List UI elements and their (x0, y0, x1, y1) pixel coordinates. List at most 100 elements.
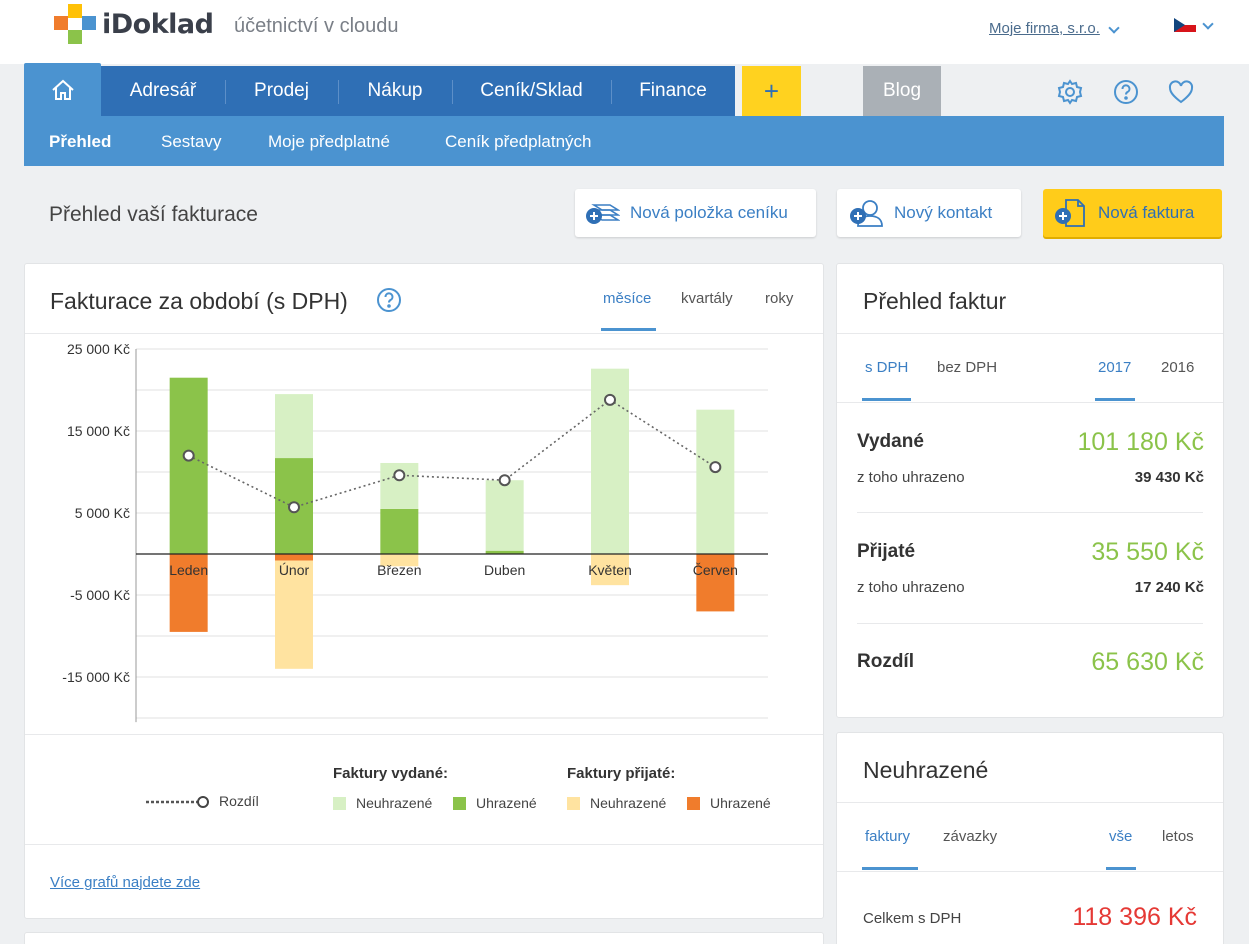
app-name: iDoklad (102, 8, 214, 40)
bar-issued-unpaid (485, 480, 524, 551)
received-value: 35 550 Kč (1091, 538, 1204, 566)
legend-received-unpaid: Neuhrazené (567, 795, 666, 811)
unpaid-total-value: 118 396 Kč (1072, 903, 1197, 931)
bar-received-unpaid (380, 554, 419, 567)
new-invoice-button[interactable]: Nová faktura (1043, 189, 1222, 237)
feedback-heart-icon[interactable] (1167, 78, 1195, 106)
tab-s-dph[interactable]: s DPH (865, 359, 909, 376)
top-bar: iDoklad účetnictví v cloudu Moje firma, … (0, 0, 1249, 64)
y-tick-label: 25 000 Kč (67, 341, 130, 357)
line-point (604, 393, 616, 406)
difference-label: Rozdíl (857, 651, 914, 672)
difference-value: 65 630 Kč (1091, 648, 1204, 676)
next-card (24, 932, 824, 944)
y-tick-label: 15 000 Kč (67, 423, 130, 439)
app-logo[interactable]: iDoklad (54, 4, 214, 44)
x-category-label: Únor (279, 562, 310, 578)
bar-received-paid (275, 554, 313, 561)
line-point (182, 449, 195, 462)
chart-card: Fakturace za období (s DPH) měsíce kvart… (24, 263, 824, 919)
nav-home[interactable] (24, 63, 101, 116)
tab-faktury[interactable]: faktury (865, 828, 911, 845)
legend-line-swatch (146, 796, 209, 808)
new-price-item-label: Nová položka ceníku (630, 203, 788, 222)
tab-bez-dph[interactable]: bez DPH (937, 359, 998, 376)
nav-item-cenik-sklad[interactable]: Ceník/Sklad (452, 66, 611, 116)
divider (837, 333, 1223, 334)
x-category-label: Červen (693, 562, 738, 578)
nav-item-nakup[interactable]: Nákup (338, 66, 452, 116)
tab-vse-underline (1106, 867, 1136, 870)
nav-item-finance[interactable]: Finance (611, 66, 735, 116)
divider (857, 623, 1203, 624)
x-category-label: Březen (377, 562, 421, 578)
divider (25, 333, 823, 334)
bar-issued-paid (485, 550, 524, 554)
quick-add-button[interactable]: + (742, 66, 801, 116)
home-icon (51, 79, 74, 100)
received-paid-value: 17 240 Kč (1134, 579, 1204, 596)
x-category-label: Květen (588, 562, 632, 578)
y-tick-label: 5 000 Kč (75, 505, 130, 521)
tab-2017[interactable]: 2017 (1098, 359, 1132, 376)
billing-chart: 25 000 Kč 15 000 Kč 5 000 Kč -5 000 Kč -15 0… (62, 341, 768, 723)
tab-roky[interactable]: roky (765, 290, 794, 307)
subnav-item-sestavy[interactable]: Sestavy (161, 132, 222, 151)
divider (857, 512, 1203, 513)
tab-mesice[interactable]: měsíce (603, 290, 652, 307)
page-title: Přehled vaší fakturace (49, 203, 258, 226)
help-icon[interactable] (1112, 78, 1140, 106)
issued-paid-value: 39 430 Kč (1134, 469, 1204, 486)
more-charts-link[interactable]: Více grafů najdete zde (50, 874, 201, 891)
tab-2017-underline (1095, 398, 1135, 401)
chart-help-icon[interactable] (376, 287, 402, 313)
stack-plus-icon (586, 204, 620, 224)
company-selector[interactable]: Moje firma, s.r.o. (989, 20, 1100, 37)
subnav-item-prehled[interactable]: Přehled (49, 132, 112, 151)
sub-nav: Přehled Sestavy Moje předplatné Ceník př… (24, 116, 1224, 166)
bar-issued-paid (380, 508, 419, 554)
line-point (288, 501, 300, 514)
settings-gear-icon[interactable] (1056, 78, 1084, 106)
legend-rozdil: Rozdíl (219, 793, 259, 809)
legend-issued-unpaid-label: Neuhrazené (356, 795, 433, 811)
legend-issued-paid: Uhrazené (453, 795, 537, 811)
language-chevron-down-icon[interactable] (1202, 18, 1214, 30)
overview-title: Přehled faktur (863, 288, 1007, 314)
divider (25, 734, 823, 735)
legend-issued-title: Faktury vydané: (333, 765, 449, 782)
bar-received-paid (169, 554, 208, 632)
bar-issued-unpaid (696, 409, 735, 554)
tab-vse[interactable]: vše (1109, 828, 1133, 845)
tab-kvartaly[interactable]: kvartály (681, 290, 733, 307)
language-flag-icon[interactable] (1174, 18, 1196, 32)
legend-received-title: Faktury přijaté: (567, 765, 676, 782)
x-category-label: Leden (169, 562, 208, 578)
company-chevron-down-icon[interactable] (1108, 22, 1120, 34)
nav-blog[interactable]: Blog (863, 66, 941, 116)
tab-letos[interactable]: letos (1162, 828, 1194, 845)
line-point (709, 461, 722, 474)
subnav-item-moje-predplatne[interactable]: Moje předplatné (268, 132, 390, 151)
legend-issued-paid-label: Uhrazené (476, 795, 537, 811)
y-tick-label: -5 000 Kč (70, 587, 130, 603)
nav-item-adresar[interactable]: Adresář (129, 80, 197, 101)
tab-2016[interactable]: 2016 (1161, 359, 1195, 376)
add-invoice-icon (1055, 199, 1085, 227)
issued-value: 101 180 Kč (1077, 428, 1205, 456)
bar-received-paid (696, 554, 735, 612)
unpaid-title: Neuhrazené (863, 757, 989, 783)
tab-zavazky[interactable]: závazky (943, 828, 998, 845)
x-category-label: Duben (484, 562, 525, 578)
new-contact-label: Nový kontakt (894, 203, 993, 222)
line-point (498, 474, 511, 487)
subnav-item-cenik-predplatnych[interactable]: Ceník předplatných (445, 132, 592, 151)
y-tick-label: -15 000 Kč (62, 669, 130, 685)
issued-paid-label: z toho uhrazeno (857, 469, 965, 486)
received-paid-label: z toho uhrazeno (857, 579, 965, 596)
new-contact-button[interactable]: Nový kontakt (837, 189, 1021, 237)
nav-item-prodej[interactable]: Prodej (225, 66, 338, 116)
divider (837, 802, 1223, 803)
new-price-item-button[interactable]: Nová položka ceníku (575, 189, 816, 237)
tab-faktury-underline (862, 867, 918, 870)
